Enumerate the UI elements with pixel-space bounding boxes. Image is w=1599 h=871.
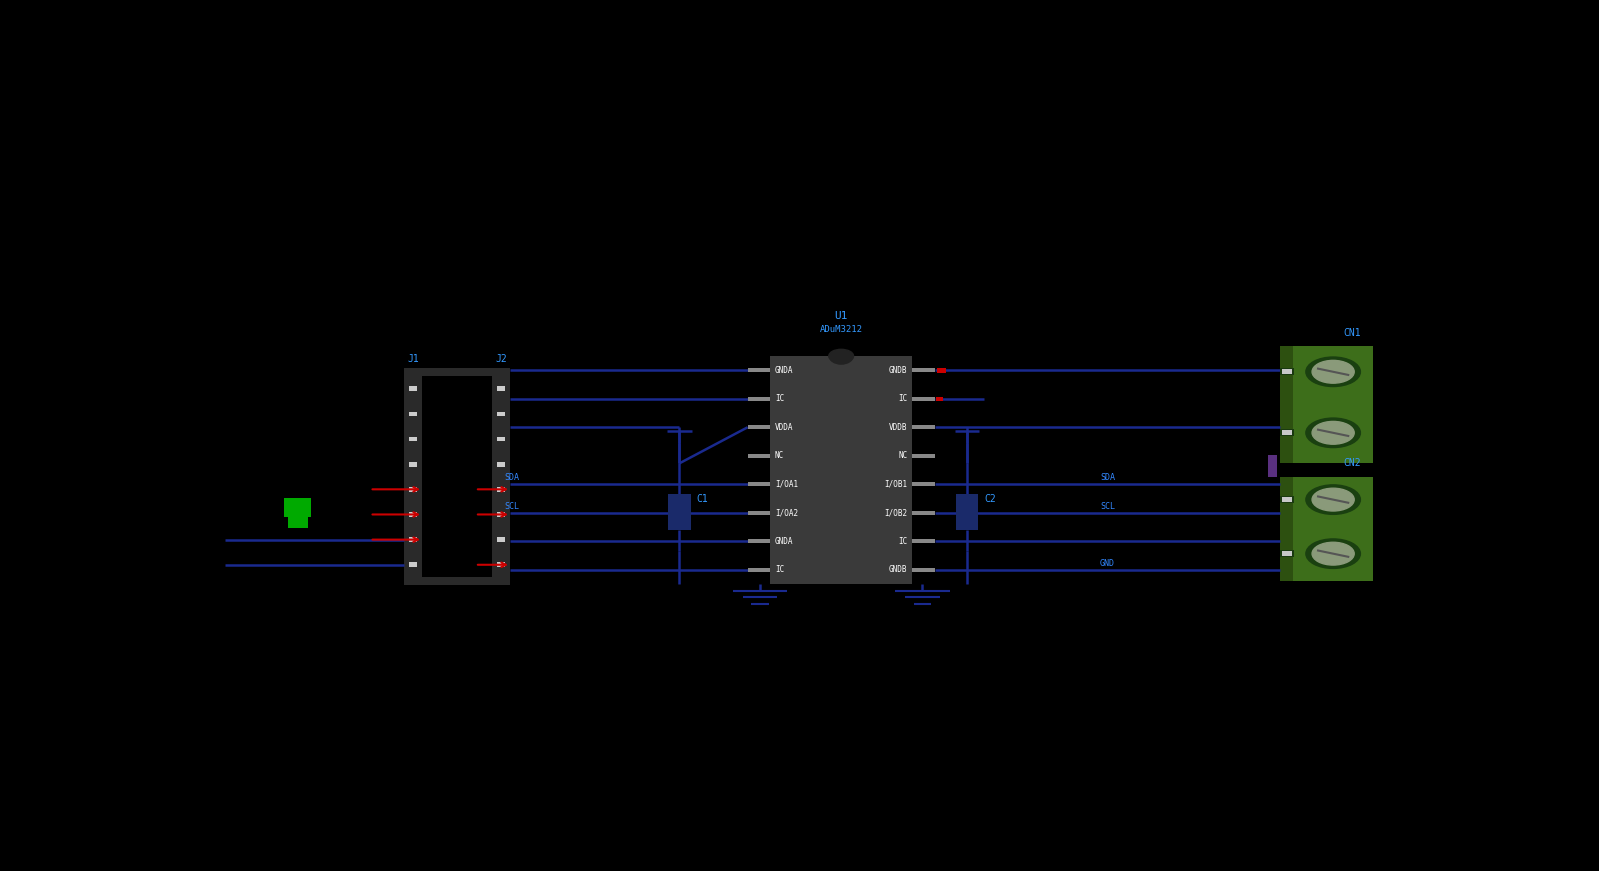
Text: NC: NC — [899, 451, 908, 460]
Bar — [497, 512, 505, 517]
Text: J1: J1 — [408, 354, 419, 364]
Bar — [409, 387, 417, 391]
Bar — [497, 436, 505, 442]
Bar — [497, 462, 505, 467]
Text: GNDA: GNDA — [776, 537, 793, 546]
Text: GNDB: GNDB — [889, 565, 908, 574]
Bar — [497, 563, 505, 567]
Circle shape — [1313, 422, 1354, 444]
Bar — [497, 487, 505, 491]
Circle shape — [1306, 485, 1361, 515]
Bar — [748, 397, 771, 401]
Text: VDDA: VDDA — [776, 422, 793, 432]
Bar — [288, 517, 307, 528]
Circle shape — [1313, 489, 1354, 511]
Text: SDA: SDA — [1100, 473, 1115, 482]
Bar — [1281, 476, 1294, 581]
Bar — [748, 510, 771, 515]
Text: IC: IC — [776, 395, 784, 403]
Bar — [913, 483, 935, 486]
Bar — [497, 537, 505, 542]
Circle shape — [1313, 543, 1354, 565]
Bar — [913, 510, 935, 515]
Text: C2: C2 — [985, 494, 996, 503]
Bar — [1282, 369, 1292, 375]
Bar — [405, 376, 422, 577]
Bar — [1282, 551, 1292, 557]
Bar — [913, 568, 935, 571]
Text: GNDB: GNDB — [889, 366, 908, 375]
Text: I/OB2: I/OB2 — [884, 509, 908, 517]
Text: IC: IC — [776, 565, 784, 574]
Text: VDDB: VDDB — [889, 422, 908, 432]
Bar — [1281, 368, 1294, 375]
Bar — [748, 539, 771, 544]
Bar — [937, 368, 947, 373]
Text: SCL: SCL — [505, 502, 520, 510]
Circle shape — [1313, 361, 1354, 383]
Bar — [1281, 429, 1294, 436]
Bar — [913, 425, 935, 429]
Bar — [409, 537, 417, 542]
Bar — [748, 368, 771, 372]
Text: U1: U1 — [835, 311, 847, 321]
Circle shape — [1306, 357, 1361, 387]
Bar — [748, 483, 771, 486]
Bar — [1281, 550, 1294, 557]
Text: GND: GND — [1100, 558, 1115, 568]
Bar — [497, 411, 505, 416]
Bar — [409, 487, 417, 491]
Text: I/OA2: I/OA2 — [776, 509, 798, 517]
Bar — [913, 368, 935, 372]
Text: IC: IC — [899, 537, 908, 546]
Text: J2: J2 — [496, 354, 507, 364]
Bar — [1282, 497, 1292, 503]
Bar — [405, 368, 510, 376]
Bar — [956, 494, 979, 530]
Bar — [1294, 346, 1374, 463]
Bar — [409, 512, 417, 517]
Text: I/OA1: I/OA1 — [776, 480, 798, 489]
Bar — [1281, 346, 1294, 463]
Text: CN1: CN1 — [1343, 327, 1361, 338]
Bar — [668, 494, 691, 530]
Circle shape — [828, 349, 854, 362]
Bar — [913, 397, 935, 401]
Bar — [1268, 456, 1276, 476]
Bar — [409, 563, 417, 567]
Bar — [748, 454, 771, 458]
Bar — [748, 425, 771, 429]
Bar — [409, 411, 417, 416]
Bar — [492, 376, 510, 577]
Text: C1: C1 — [697, 494, 708, 503]
Text: NC: NC — [776, 451, 784, 460]
Bar — [285, 498, 312, 517]
Bar — [497, 387, 505, 391]
Bar — [1294, 476, 1374, 581]
Text: GNDA: GNDA — [776, 366, 793, 375]
Bar — [771, 356, 913, 584]
Text: SCL: SCL — [1100, 502, 1115, 510]
Bar — [748, 568, 771, 571]
Circle shape — [1306, 418, 1361, 448]
Text: ADuM3212: ADuM3212 — [820, 325, 863, 334]
Text: SDA: SDA — [505, 473, 520, 482]
Bar — [1281, 496, 1294, 503]
Bar — [409, 462, 417, 467]
Text: I/OB1: I/OB1 — [884, 480, 908, 489]
Circle shape — [1306, 539, 1361, 569]
Bar — [1282, 430, 1292, 436]
Text: CN2: CN2 — [1343, 458, 1361, 469]
Text: IC: IC — [899, 395, 908, 403]
Bar — [913, 539, 935, 544]
Bar — [405, 577, 510, 585]
Bar — [913, 454, 935, 458]
Bar — [409, 436, 417, 442]
Bar — [935, 397, 943, 402]
